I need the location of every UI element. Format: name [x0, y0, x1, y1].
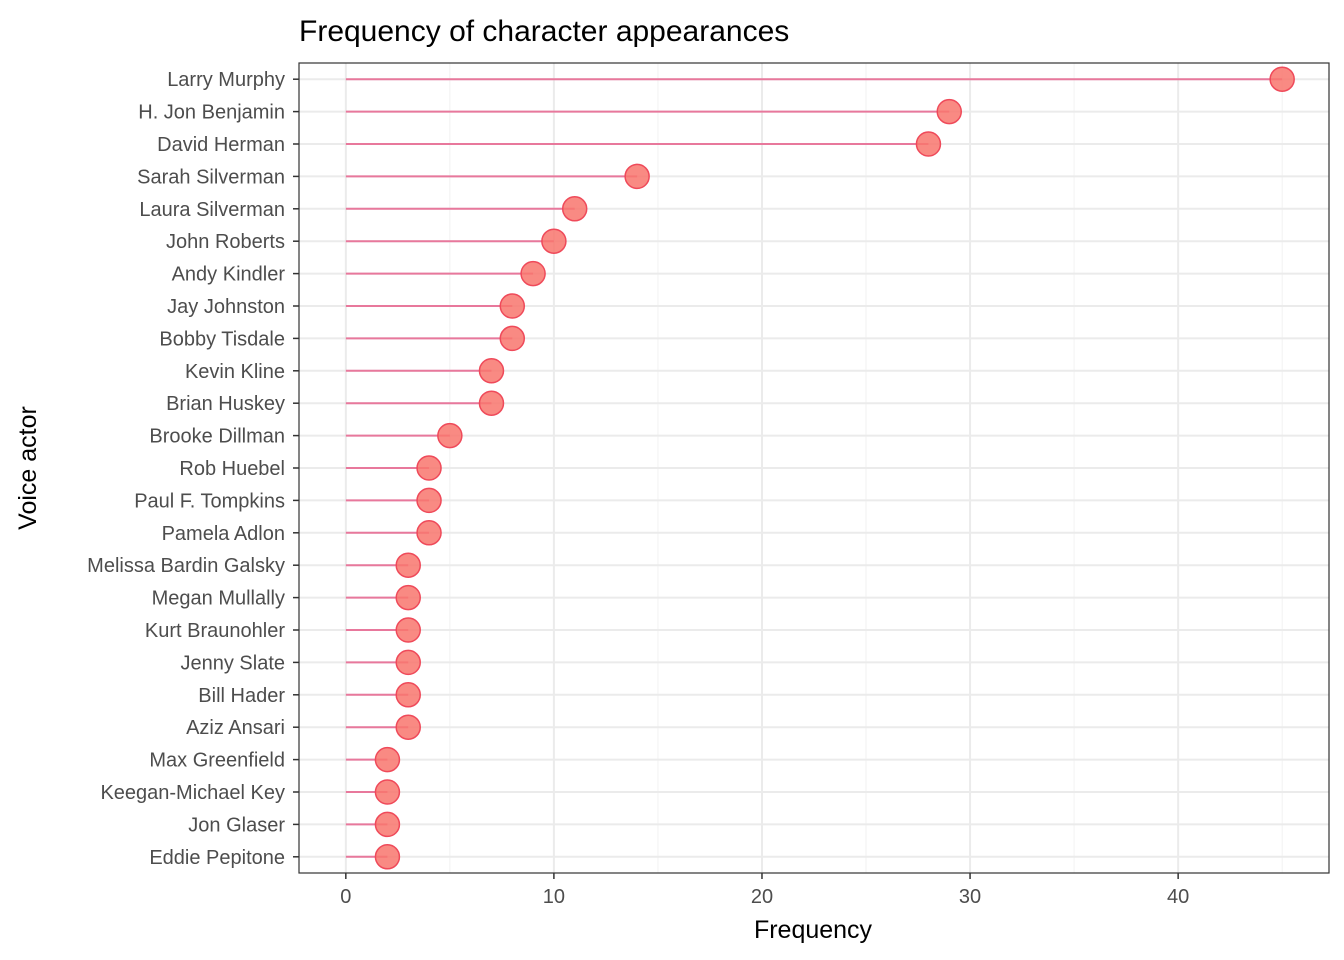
y-axis-title: Voice actor	[14, 406, 42, 530]
chart-title: Frequency of character appearances	[299, 15, 789, 48]
data-point	[395, 714, 421, 740]
y-tick-label: Eddie Pepitone	[149, 847, 285, 869]
data-point	[915, 131, 942, 157]
y-tick-label: Kevin Kline	[185, 361, 285, 383]
y-tick-label: Andy Kindler	[172, 264, 286, 286]
data-point	[624, 163, 650, 190]
data-point	[520, 260, 546, 287]
data-point	[416, 520, 442, 546]
y-tick-label: David Herman	[157, 134, 285, 156]
y-tick-label: John Roberts	[166, 231, 285, 253]
data-point	[374, 811, 401, 838]
data-point	[437, 422, 463, 449]
y-tick-label: Max Greenfield	[149, 750, 285, 772]
data-point	[395, 682, 421, 708]
data-point	[936, 98, 963, 125]
data-point	[395, 617, 421, 643]
data-point	[499, 293, 526, 319]
x-tick-label: 0	[340, 886, 351, 908]
y-tick-label: Keegan-Michael Key	[100, 782, 285, 804]
y-tick-label: Pamela Adlon	[162, 523, 285, 545]
y-tick-label: Larry Murphy	[167, 69, 285, 91]
y-tick-label: Bobby Tisdale	[159, 328, 285, 350]
data-point	[416, 487, 442, 514]
y-tick-label: Brian Huskey	[166, 393, 285, 415]
y-tick-label: Jenny Slate	[180, 652, 285, 674]
x-tick-label: 40	[1167, 886, 1189, 908]
data-point	[478, 358, 505, 384]
data-point	[478, 390, 505, 416]
y-tick-label: Megan Mullally	[152, 588, 285, 610]
data-point	[416, 455, 442, 481]
y-tick-label: Melissa Bardin Galsky	[87, 555, 285, 577]
y-tick-label: Aziz Ansari	[186, 717, 285, 739]
lollipop-points	[374, 66, 1295, 870]
data-point	[374, 746, 401, 773]
x-tick-label: 10	[543, 886, 565, 908]
x-tick-label: 20	[751, 886, 773, 908]
data-point	[395, 552, 421, 578]
y-axis: Larry Murphy H. Jon Benjamin David Herman S…	[87, 69, 299, 869]
data-point	[1269, 66, 1295, 92]
y-tick-label: Jay Johnston	[167, 296, 285, 318]
x-axis-title: Frequency	[754, 916, 873, 944]
y-tick-label: Bill Hader	[198, 685, 285, 707]
y-tick-label: Laura Silverman	[139, 199, 285, 221]
data-point	[374, 779, 401, 805]
y-tick-label: Sarah Silverman	[137, 166, 285, 188]
y-tick-label: Rob Huebel	[179, 458, 285, 480]
y-tick-label: Brooke Dillman	[149, 426, 285, 448]
data-point	[395, 584, 421, 611]
data-point	[541, 228, 567, 254]
data-point	[499, 325, 526, 352]
x-axis: 0 10 20 30 40	[340, 873, 1189, 908]
y-tick-label: Paul F. Tompkins	[134, 490, 285, 512]
y-tick-label: Jon Glaser	[188, 814, 285, 836]
x-tick-label: 30	[959, 886, 981, 908]
y-tick-label: Kurt Braunohler	[145, 620, 285, 642]
data-point	[374, 844, 401, 870]
data-point	[561, 196, 588, 222]
data-point	[395, 649, 421, 676]
y-tick-label: H. Jon Benjamin	[138, 102, 285, 124]
lollipop-segments	[345, 78, 1283, 858]
